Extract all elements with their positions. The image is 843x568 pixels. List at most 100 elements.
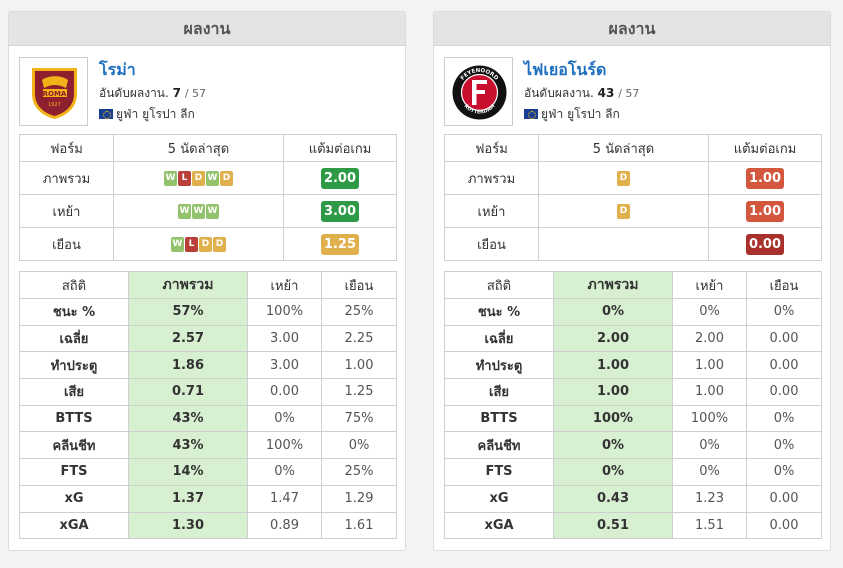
stat-away-value: 0.00 [746, 378, 822, 406]
team-name-link[interactable]: ไฟเยอโนร์ด [524, 60, 607, 79]
team-name-link[interactable]: โรม่า [99, 60, 136, 79]
result-badge[interactable]: D [213, 236, 226, 252]
home-header: เหย้า [672, 271, 747, 299]
stat-away-value: 0% [746, 298, 822, 326]
stats-table: สถิติ ภาพรวม เหย้า เยือน ชนะ % 0% 0% 0% เฉลี… [444, 271, 822, 540]
result-badge[interactable]: L [185, 236, 198, 252]
league-name[interactable]: ยูฟ่า ยูโรปา ลีก [116, 107, 195, 121]
stat-away-value: 0.00 [746, 511, 822, 540]
result-badge[interactable]: D [199, 236, 212, 252]
stats-row: เสีย 0.71 0.00 1.25 [19, 378, 397, 406]
ppg-cell: 1.25 [283, 227, 397, 261]
feyenoord-crest-icon[interactable]: FEYENOORD ROTTERDAM [444, 57, 513, 126]
stat-overall-value: 57% [128, 298, 248, 326]
stat-label: xG [19, 484, 129, 513]
result-badge[interactable]: D [617, 203, 630, 219]
ppg-badge: 3.00 [321, 200, 359, 222]
stat-away-value: 25% [321, 298, 397, 326]
stat-home-value: 100% [247, 298, 322, 326]
result-badge[interactable]: L [178, 170, 191, 186]
stat-home-value: 0% [247, 404, 322, 433]
form-row: ภาพรวม D 1.00 [444, 161, 822, 195]
stat-overall-value: 14% [128, 458, 248, 486]
result-badge[interactable]: W [164, 170, 177, 186]
result-badge[interactable]: D [617, 170, 630, 186]
stat-overall-value: 1.00 [553, 351, 673, 380]
result-badge[interactable]: W [206, 170, 219, 186]
form-row: เยือน W L D D 1.25 [19, 227, 397, 261]
stat-label: คลีนชีท [444, 431, 554, 460]
ppg-badge: 1.00 [746, 200, 784, 222]
ppg-badge: 1.25 [321, 233, 359, 255]
stat-label: xGA [444, 511, 554, 540]
stat-away-value: 0% [746, 431, 822, 460]
stat-overall-value: 1.30 [128, 511, 248, 540]
rank-total: / 57 [184, 87, 207, 100]
stat-overall-value: 0% [553, 458, 673, 486]
stats-row: ทำประตู 1.00 1.00 0.00 [444, 351, 822, 380]
stats-row: xG 1.37 1.47 1.29 [19, 484, 397, 513]
rank-total: / 57 [618, 87, 640, 100]
stat-home-value: 1.51 [672, 511, 747, 540]
stat-away-value: 2.25 [321, 324, 397, 353]
result-badge[interactable]: D [220, 170, 233, 186]
stat-overall-value: 2.00 [553, 324, 673, 353]
stats-row: เฉลี่ย 2.57 3.00 2.25 [19, 324, 397, 353]
result-badge[interactable]: W [171, 236, 184, 252]
stat-label: xGA [19, 511, 129, 540]
form-row-label: เยือน [19, 227, 114, 261]
result-badge[interactable]: W [178, 203, 191, 219]
league-name[interactable]: ยูฟ่า ยูโรปา ลีก [541, 107, 620, 121]
ppg-header: แต้มต่อเกม [283, 134, 397, 162]
stat-away-value: 0.00 [746, 351, 822, 380]
stats-header: สถิติ [444, 271, 554, 299]
result-badge[interactable]: W [206, 203, 219, 219]
stat-away-value: 1.61 [321, 511, 397, 540]
stat-overall-value: 1.00 [553, 378, 673, 406]
form-header: ฟอร์ม [444, 134, 539, 162]
overall-header: ภาพรวม [553, 271, 673, 299]
stat-home-value: 1.47 [247, 484, 322, 513]
form-row: เหย้า D 1.00 [444, 194, 822, 228]
stat-home-value: 1.00 [672, 351, 747, 380]
rank-value: 43 [597, 86, 615, 100]
stat-overall-value: 0.51 [553, 511, 673, 540]
stats-row: ชนะ % 0% 0% 0% [444, 298, 822, 326]
stats-row: BTTS 100% 100% 0% [444, 404, 822, 433]
stat-overall-value: 100% [553, 404, 673, 433]
ppg-badge: 0.00 [746, 233, 784, 255]
stat-away-value: 25% [321, 458, 397, 486]
stat-home-value: 100% [672, 404, 747, 433]
form-results: D [538, 161, 709, 195]
stat-label: ชนะ % [19, 298, 129, 326]
stat-away-value: 0.00 [746, 324, 822, 353]
stats-row: FTS 14% 0% 25% [19, 458, 397, 486]
stat-home-value: 0% [672, 458, 747, 486]
stat-away-value: 75% [321, 404, 397, 433]
stat-overall-value: 43% [128, 431, 248, 460]
panel-header: ผลงาน [9, 12, 405, 46]
stat-home-value: 0% [672, 431, 747, 460]
stat-label: BTTS [444, 404, 554, 433]
result-badge[interactable]: W [192, 203, 205, 219]
stats-row: xG 0.43 1.23 0.00 [444, 484, 822, 513]
panel-header: ผลงาน [434, 12, 830, 46]
overall-header: ภาพรวม [128, 271, 248, 299]
team-info: FEYENOORD ROTTERDAM ไฟเยอโนร์ด อันดับผลง… [444, 57, 822, 127]
stat-home-value: 1.00 [672, 378, 747, 406]
roma-crest-icon[interactable]: ROMA 1927 [19, 57, 88, 126]
stat-overall-value: 2.57 [128, 324, 248, 353]
stat-home-value: 100% [247, 431, 322, 460]
league-line: ยูฟ่า ยูโรปา ลีก [524, 105, 620, 124]
stat-overall-value: 0% [553, 431, 673, 460]
stat-label: ทำประตู [444, 351, 554, 380]
rank-line: อันดับผลงาน. 43 / 57 [524, 84, 639, 103]
stat-home-value: 1.23 [672, 484, 747, 513]
away-header: เยือน [321, 271, 397, 299]
stats-row: xGA 0.51 1.51 0.00 [444, 511, 822, 540]
form-row: ภาพรวม W L D W D 2.00 [19, 161, 397, 195]
last5-header: 5 นัดล่าสุด [538, 134, 709, 162]
stat-label: xG [444, 484, 554, 513]
result-badge[interactable]: D [192, 170, 205, 186]
